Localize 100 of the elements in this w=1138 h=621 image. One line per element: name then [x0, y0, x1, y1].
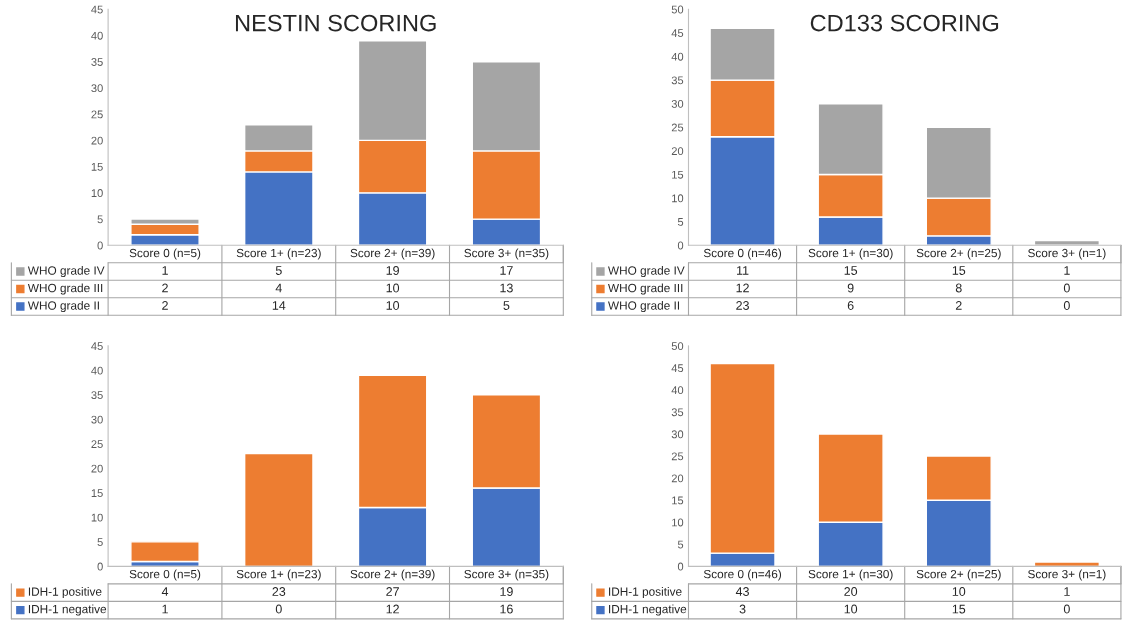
data-label: 15	[952, 604, 966, 614]
y-tick-label: 0	[97, 562, 103, 571]
y-tick-label: 45	[91, 342, 103, 351]
data-label: 15	[844, 266, 858, 275]
y-tick-label: 10	[672, 194, 684, 203]
data-label: 1	[1064, 587, 1070, 596]
y-tick-label: 40	[671, 386, 684, 395]
x-tick-label: Score 1+ (n=23)	[236, 569, 321, 581]
x-tick-label: Score 0 (n=5)	[129, 248, 201, 260]
y-tick-label: 45	[91, 5, 103, 14]
legend-label: WHO grade II	[608, 301, 680, 313]
data-label: 23	[736, 301, 749, 310]
data-label: 2	[162, 301, 168, 310]
data-label: 5	[275, 266, 282, 275]
y-tick-label: 10	[91, 189, 103, 197]
data-label: 9	[847, 283, 854, 293]
x-tick-label: Score 2+ (n=39)	[350, 248, 435, 260]
y-tick-label: 20	[671, 147, 684, 156]
y-tick-label: 5	[97, 215, 103, 224]
data-label: 27	[386, 587, 399, 596]
legend-label: IDH-1 positive	[28, 587, 102, 599]
data-label: 5	[503, 301, 510, 310]
data-label: 14	[272, 301, 286, 310]
data-label: 2	[955, 301, 962, 310]
y-tick-label: 0	[677, 562, 684, 571]
x-tick-label: Score 0 (n=46)	[703, 248, 782, 260]
y-tick-label: 20	[671, 474, 684, 483]
y-tick-label: 35	[671, 76, 684, 85]
y-tick-label: 25	[671, 123, 684, 132]
y-tick-label: 15	[672, 170, 684, 179]
data-label: 19	[500, 587, 513, 596]
x-tick-label: Score 0 (n=46)	[703, 569, 782, 581]
data-label: 2	[162, 283, 168, 293]
x-tick-label: Score 2+ (n=25)	[916, 569, 1001, 581]
y-tick-label: 25	[671, 452, 684, 461]
y-tick-label: 40	[671, 52, 684, 61]
data-label: 0	[275, 604, 282, 614]
y-tick-label: 15	[91, 489, 103, 497]
chart-title: CD133 SCORING	[810, 14, 999, 32]
data-label: 1	[162, 604, 168, 614]
y-tick-label: 10	[91, 513, 103, 522]
data-label: 10	[386, 301, 400, 310]
legend-label: IDH-1 negative	[28, 604, 107, 616]
bar	[1033, 561, 1101, 567]
data-label: 15	[952, 266, 966, 275]
y-tick-label: 35	[91, 391, 103, 400]
legend-label: IDH-1 positive	[609, 587, 682, 599]
data-label: 13	[500, 283, 513, 293]
x-tick-label: Score 3+ (n=1)	[1028, 569, 1106, 581]
y-tick-label: 0	[677, 241, 684, 250]
y-tick-label: 25	[91, 110, 103, 119]
y-tick-label: 5	[677, 540, 684, 549]
y-tick-label: 10	[672, 518, 684, 527]
data-label: 6	[847, 301, 854, 310]
y-tick-label: 35	[91, 58, 103, 66]
y-tick-label: 40	[91, 366, 103, 375]
y-tick-label: 20	[91, 464, 103, 473]
legend-label: WHO grade III	[27, 283, 103, 295]
x-tick-label: Score 1+ (n=30)	[808, 248, 893, 260]
y-tick-label: 45	[671, 364, 684, 373]
x-tick-label: Score 2+ (n=39)	[350, 569, 435, 581]
data-label: 1	[1064, 266, 1070, 275]
bar	[130, 541, 200, 563]
y-tick-label: 35	[671, 408, 684, 417]
data-label: 17	[500, 266, 513, 275]
y-tick-label: 30	[671, 99, 684, 108]
bar	[1033, 239, 1101, 246]
data-label: 16	[500, 604, 513, 614]
y-tick-label: 30	[91, 84, 103, 93]
legend-label: WHO grade IV	[27, 266, 105, 278]
data-label: 23	[272, 587, 286, 596]
x-tick-label: Score 1+ (n=30)	[808, 569, 893, 581]
y-tick-label: 30	[91, 415, 103, 424]
y-tick-label: 0	[97, 241, 103, 250]
x-tick-label: Score 3+ (n=35)	[464, 569, 549, 581]
data-label: 12	[736, 283, 749, 293]
legend-label: WHO grade IV	[608, 266, 685, 278]
data-label: 19	[386, 266, 399, 275]
y-tick-label: 20	[91, 136, 103, 145]
data-label: 1	[162, 266, 168, 275]
data-label: 3	[739, 604, 746, 614]
y-tick-label: 15	[672, 496, 684, 505]
legend-label: IDH-1 negative	[609, 604, 687, 616]
data-label: 43	[735, 587, 749, 596]
data-label: 0	[1063, 283, 1070, 293]
chart-title: NESTIN SCORING	[235, 14, 436, 32]
y-tick-label: 30	[671, 430, 684, 439]
y-tick-label: 45	[671, 29, 684, 38]
y-tick-label: 15	[91, 163, 103, 171]
bar	[243, 452, 314, 567]
data-label: 10	[386, 283, 400, 293]
data-label: 0	[1063, 301, 1070, 310]
x-tick-label: Score 3+ (n=1)	[1028, 248, 1106, 260]
y-tick-label: 5	[97, 538, 103, 546]
y-tick-label: 5	[677, 218, 684, 226]
y-tick-label: 25	[91, 440, 103, 449]
legend-label: WHO grade III	[608, 283, 683, 295]
y-tick-label: 40	[91, 31, 103, 40]
data-label: 10	[952, 587, 966, 596]
data-label: 12	[386, 604, 399, 614]
